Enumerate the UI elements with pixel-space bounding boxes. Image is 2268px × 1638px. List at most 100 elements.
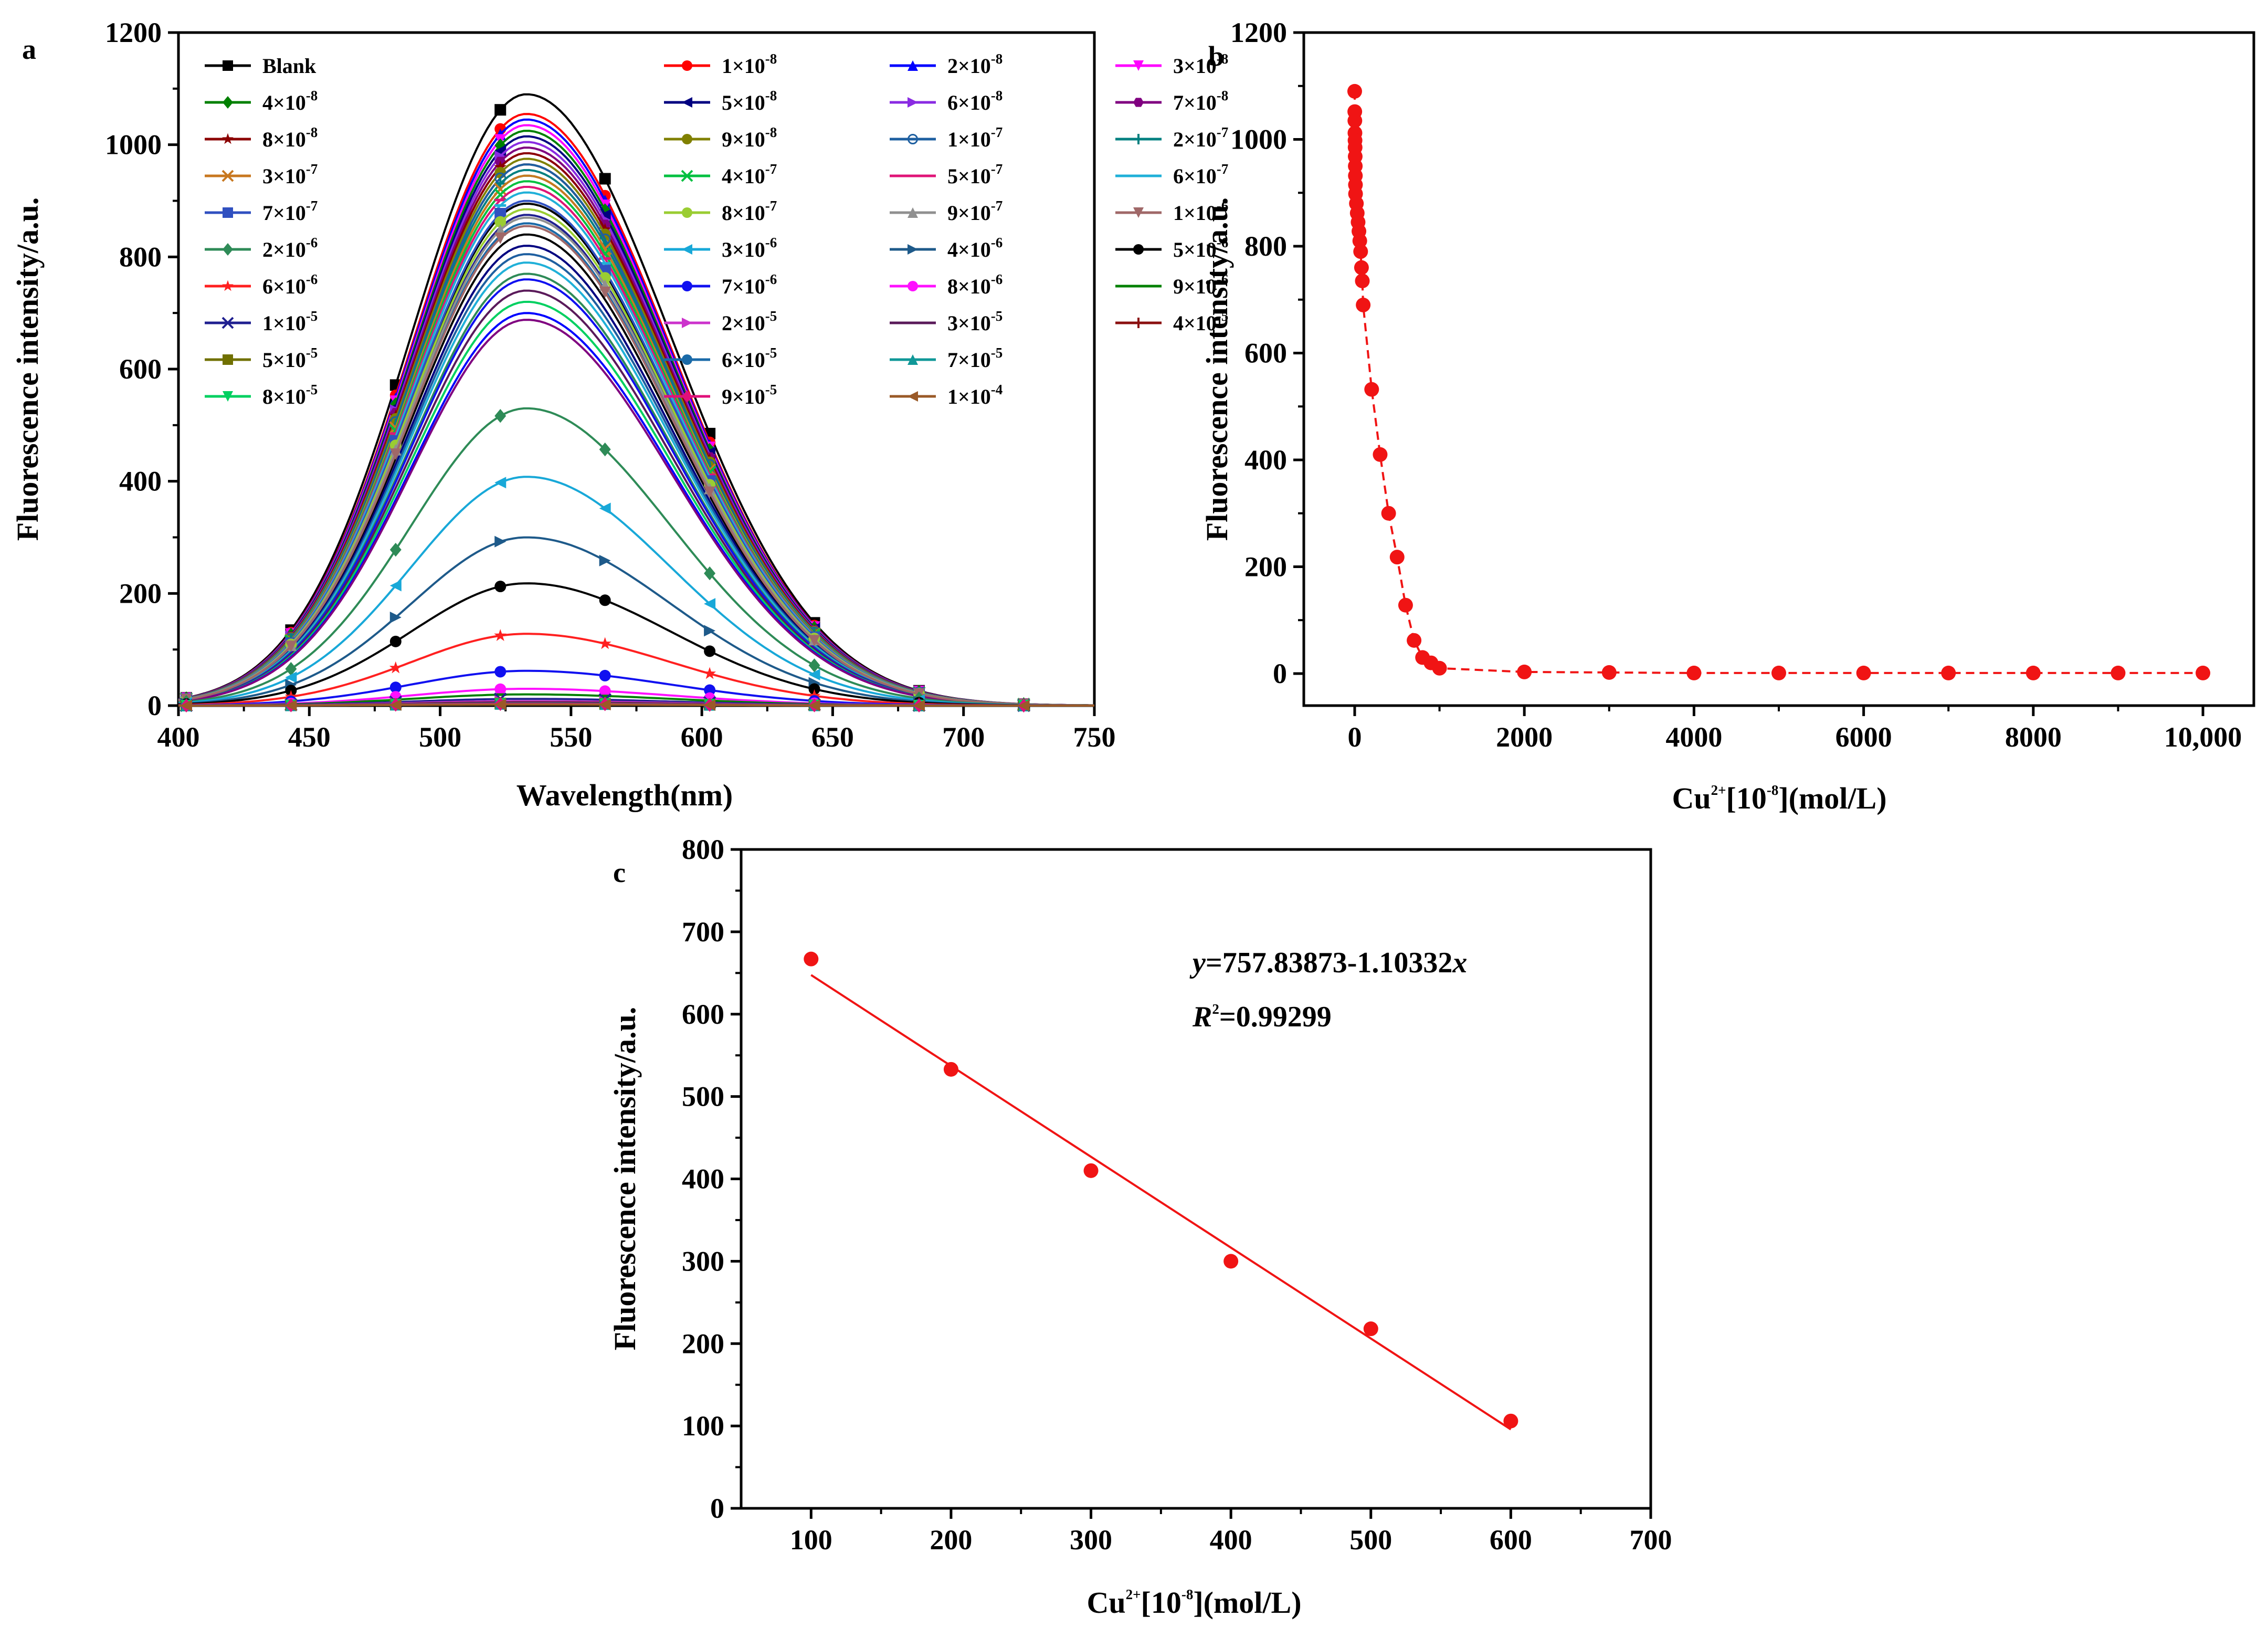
legend-label: 2×10-6 [262, 235, 318, 261]
data-point [1389, 550, 1405, 565]
x-tick-label: 6000 [1836, 721, 1892, 753]
panel-b-plot [1347, 83, 2211, 680]
y-tick-label: 800 [1244, 230, 1287, 262]
x-tick-label: 300 [1070, 1524, 1112, 1556]
data-point [804, 951, 819, 967]
legend-label: 8×10-5 [262, 382, 318, 408]
legend-label: 3×10-6 [722, 235, 777, 261]
x-tick-label: 8000 [2005, 721, 2062, 753]
spectrum-marker [599, 173, 611, 185]
spectrum-marker [494, 216, 507, 228]
legend-marker [682, 134, 692, 144]
spectrum-marker [493, 182, 507, 196]
y-tick-label: 400 [119, 466, 162, 497]
spectrum-marker [494, 629, 507, 641]
spectrum-marker [599, 699, 611, 711]
spectrum-marker [389, 635, 402, 647]
spectrum-marker [389, 448, 402, 460]
spectrum-marker [389, 699, 402, 711]
legend-label: 7×10-8 [1173, 88, 1228, 114]
panel-c-x-ticks: 100 200 300 400 500 600 700 [790, 1508, 1672, 1556]
spectrum-marker [494, 683, 507, 695]
legend-label: 6×10-5 [722, 345, 777, 372]
spectrum-marker [494, 477, 507, 489]
spectrum-marker [808, 699, 820, 711]
spectrum-marker [599, 442, 611, 457]
spectrum-marker [599, 554, 611, 566]
legend-label: 9×10-6 [1173, 271, 1228, 298]
spectrum-marker [494, 104, 507, 116]
x-tick-label: 600 [1490, 1524, 1532, 1556]
data-point [1601, 665, 1617, 680]
legend-label: 6×10-7 [1173, 161, 1228, 188]
data-point [1686, 665, 1702, 680]
y-tick-label: 1000 [105, 129, 162, 161]
fit-equation: y=757.83873-1.10332x [1189, 947, 1467, 979]
legend-marker [682, 390, 692, 403]
legend-marker [908, 134, 918, 144]
legend-marker [908, 281, 918, 291]
panel-c-x-label: Cu2+[10-8](mol/L) [1086, 1586, 1301, 1620]
spectrum-marker [704, 684, 716, 696]
x-tick-label: 4000 [1665, 721, 1722, 753]
spectrum-marker [704, 598, 716, 610]
data-point [1398, 597, 1413, 613]
legend-label: 5×10-6 [1173, 235, 1228, 261]
fit-r-squared: R2=0.99299 [1192, 1001, 1332, 1033]
spectrum-marker [703, 667, 716, 679]
spectrum-marker [599, 286, 611, 298]
legend-label: 2×10-8 [947, 51, 1003, 78]
spectrum-marker [389, 580, 402, 592]
panel-a-legend: Blank 4×10-8 8×10-8 3×10-7 7×10-7 2×10-6 6×10-… [205, 51, 1228, 408]
legend-label: 3×10-7 [262, 161, 318, 188]
spectrum-marker [704, 566, 716, 581]
y-tick-label: 400 [682, 1163, 724, 1195]
x-tick-label: 650 [811, 721, 854, 753]
spectrum-marker [389, 611, 402, 623]
panel-c-plot [804, 951, 1518, 1431]
legend-marker [682, 281, 692, 291]
spectrum-marker [494, 232, 507, 244]
data-point [1381, 506, 1396, 521]
legend-label: 2×10-5 [722, 308, 777, 335]
legend-marker [223, 96, 233, 109]
data-point [1355, 274, 1370, 289]
legend-label: 6×10-8 [947, 88, 1003, 114]
legend-marker [908, 354, 918, 365]
legend-label: 9×10-7 [947, 198, 1003, 225]
data-point [1771, 665, 1786, 680]
legend-label: Blank [262, 54, 317, 78]
spectrum-marker [180, 699, 192, 711]
spectrum-marker [599, 502, 611, 514]
legend-label: 3×10-8 [1173, 51, 1228, 78]
legend-marker [908, 207, 918, 218]
spectrum-marker [599, 685, 611, 697]
legend-label: 4×10-6 [947, 235, 1003, 261]
legend-marker [682, 60, 692, 71]
spectrum-curve-extra [178, 319, 1095, 707]
data-point [1353, 244, 1368, 259]
spectrum-marker [913, 699, 925, 711]
y-tick-label: 1000 [1230, 123, 1287, 155]
spectrum-marker [704, 625, 716, 637]
y-tick-label: 100 [682, 1410, 724, 1442]
data-point [943, 1062, 958, 1077]
x-tick-label: 450 [288, 721, 331, 753]
spectrum-marker [494, 409, 507, 423]
spectrum-marker [285, 662, 297, 676]
spectrum-curve [178, 407, 1095, 707]
panel-a: a 0 200 400 600 800 1000 1200 400 450 500 550 600 6… [10, 17, 1228, 812]
legend-marker [682, 354, 692, 365]
legend-label: 8×10-8 [262, 124, 318, 151]
y-tick-label: 800 [119, 241, 162, 272]
legend-marker [1133, 244, 1144, 255]
legend-label: 6×10-6 [262, 271, 318, 298]
y-tick-label: 800 [682, 834, 724, 865]
y-tick-label: 200 [119, 578, 162, 609]
panel-c-label: c [613, 857, 626, 888]
legend-label: 5×10-8 [722, 88, 777, 114]
fit-line [810, 974, 1512, 1431]
legend-label: 2×10-7 [1173, 124, 1228, 151]
legend-marker [908, 60, 918, 71]
y-tick-label: 0 [147, 690, 162, 721]
